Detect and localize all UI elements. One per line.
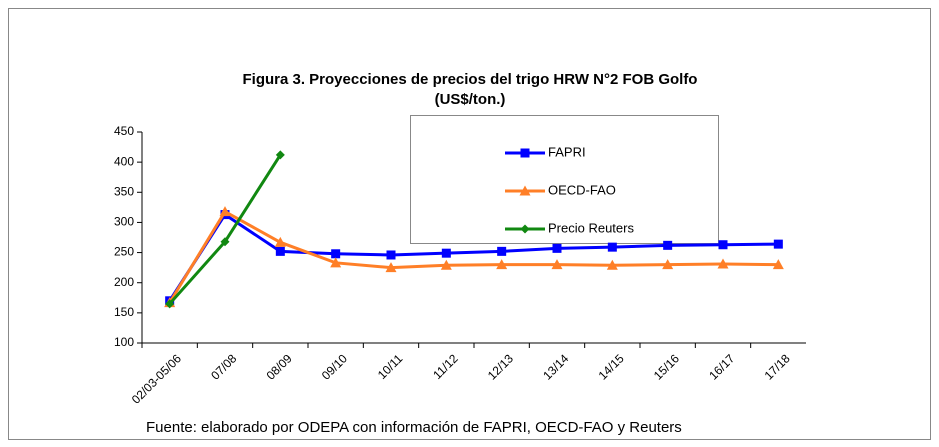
data-point — [165, 299, 175, 309]
data-point — [441, 248, 451, 258]
data-point — [607, 242, 617, 252]
y-tick-label: 400 — [114, 154, 134, 168]
data-point — [440, 259, 452, 270]
y-tick-label: 350 — [114, 184, 134, 198]
legend-marker — [520, 148, 530, 158]
data-point — [551, 259, 563, 270]
data-point — [496, 259, 508, 270]
data-point — [497, 246, 507, 256]
y-tick-label: 300 — [114, 215, 134, 229]
legend-label: FAPRI — [548, 144, 586, 159]
legend-label: Precio Reuters — [548, 220, 634, 235]
series-line — [168, 212, 779, 302]
data-point — [662, 259, 674, 270]
legend-box — [410, 115, 719, 244]
series-line — [168, 209, 779, 304]
source-note: Fuente: elaborado por ODEPA con informac… — [146, 419, 682, 436]
data-point — [275, 246, 285, 256]
data-point — [275, 150, 285, 160]
data-point — [552, 243, 562, 253]
data-point — [220, 237, 230, 247]
data-point — [386, 250, 396, 260]
data-point — [663, 240, 673, 250]
data-point — [717, 258, 729, 269]
data-point — [772, 259, 784, 270]
data-point — [274, 236, 286, 247]
data-point — [385, 262, 397, 273]
y-tick-label: 100 — [114, 335, 134, 349]
legend-marker — [520, 224, 530, 234]
y-tick-label: 450 — [114, 124, 134, 138]
data-point — [606, 259, 618, 270]
y-tick-label: 200 — [114, 275, 134, 289]
data-point — [331, 249, 341, 259]
y-tick-label: 150 — [114, 305, 134, 319]
data-point — [773, 239, 783, 249]
data-point — [219, 206, 231, 217]
y-tick-label: 250 — [114, 245, 134, 259]
chart-title: Figura 3. Proyecciones de precios del tr… — [243, 71, 698, 88]
legend-label: OECD-FAO — [548, 182, 616, 197]
legend-marker — [519, 185, 531, 196]
data-point — [330, 257, 342, 268]
chart-subtitle: (US$/ton.) — [435, 91, 506, 108]
data-point — [718, 240, 728, 250]
